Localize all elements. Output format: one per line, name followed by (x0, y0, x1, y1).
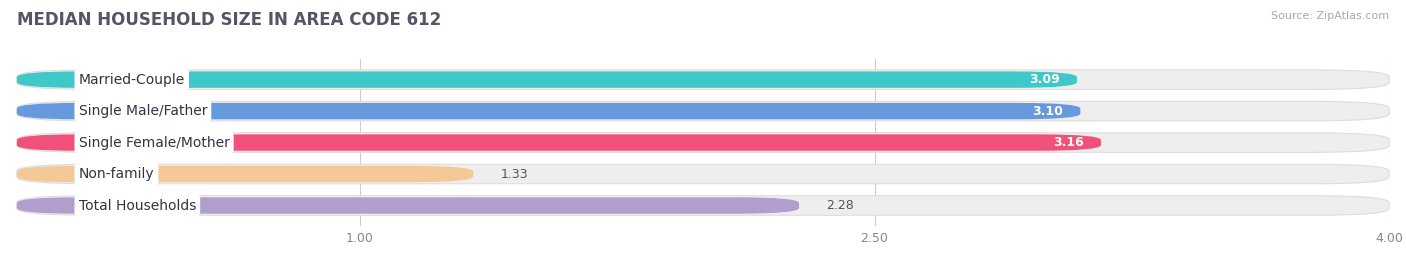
FancyBboxPatch shape (17, 166, 474, 182)
Text: Total Households: Total Households (79, 199, 195, 213)
FancyBboxPatch shape (17, 134, 1101, 151)
Text: Married-Couple: Married-Couple (79, 73, 184, 87)
Text: MEDIAN HOUSEHOLD SIZE IN AREA CODE 612: MEDIAN HOUSEHOLD SIZE IN AREA CODE 612 (17, 11, 441, 29)
Text: 3.09: 3.09 (1029, 73, 1060, 86)
FancyBboxPatch shape (17, 101, 1389, 121)
Text: Source: ZipAtlas.com: Source: ZipAtlas.com (1271, 11, 1389, 21)
Text: 2.28: 2.28 (827, 199, 855, 212)
Text: Single Female/Mother: Single Female/Mother (79, 136, 229, 150)
Text: 3.10: 3.10 (1032, 105, 1063, 118)
FancyBboxPatch shape (17, 196, 1389, 215)
FancyBboxPatch shape (17, 133, 1389, 152)
FancyBboxPatch shape (17, 164, 1389, 184)
Text: Non-family: Non-family (79, 167, 155, 181)
FancyBboxPatch shape (17, 103, 1080, 119)
FancyBboxPatch shape (17, 70, 1389, 89)
FancyBboxPatch shape (17, 72, 1077, 88)
Text: 1.33: 1.33 (501, 168, 529, 180)
Text: Single Male/Father: Single Male/Father (79, 104, 207, 118)
Text: 3.16: 3.16 (1053, 136, 1084, 149)
FancyBboxPatch shape (17, 197, 799, 214)
